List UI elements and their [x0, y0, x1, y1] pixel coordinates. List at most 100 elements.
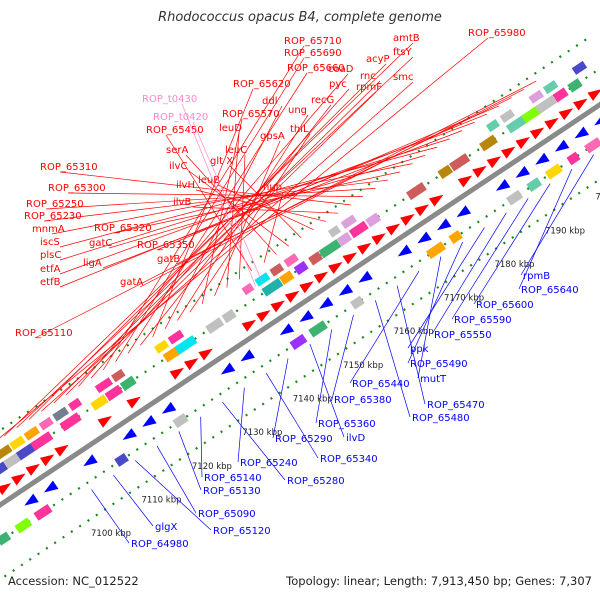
- forward-cog-block: [9, 435, 26, 451]
- forward-cog-block: [221, 308, 237, 324]
- forward-gene-arrow: [198, 348, 213, 361]
- reverse-gene-label: ROP_65120: [213, 526, 271, 537]
- forward-cog-block: [499, 109, 516, 123]
- reverse-leader-line: [349, 270, 420, 384]
- reverse-leader-line: [200, 416, 203, 478]
- forward-gene-arrow: [457, 175, 473, 188]
- forward-gene-label: ROP_65450: [146, 125, 204, 136]
- forward-leader-line: [59, 122, 475, 275]
- forward-cog-block: [254, 272, 271, 287]
- forward-cog-block: [552, 87, 569, 103]
- reverse-gene-label: ROP_65470: [427, 400, 485, 411]
- reverse-gene-label: ROP_65380: [334, 395, 392, 406]
- forward-gene-arrow: [573, 98, 588, 111]
- forward-cog-block: [174, 335, 198, 355]
- reverse-cog-block: [289, 333, 308, 350]
- forward-cog-block: [67, 397, 83, 412]
- forward-gene-label: ilvH: [176, 180, 195, 191]
- forward-gene-label: ROP_65300: [48, 183, 106, 194]
- reverse-cog-block: [425, 241, 447, 259]
- forward-cog-block: [283, 253, 299, 268]
- forward-leader-line: [53, 80, 381, 404]
- forward-leader-line: [164, 105, 283, 329]
- forward-cog-block: [308, 251, 324, 266]
- forward-gene-label: plsC: [40, 250, 61, 261]
- forward-cog-block: [162, 346, 181, 363]
- forward-gene-arrow: [97, 415, 112, 428]
- forward-cog-block: [94, 377, 114, 394]
- backbone: [0, 101, 600, 508]
- forward-gene-label: ROP_65230: [24, 211, 82, 222]
- trna-label: ROP_t0420: [153, 112, 208, 123]
- genome-summary: Topology: linear; Length: 7,913,450 bp; …: [286, 574, 592, 588]
- forward-gene-label: ROP_65660: [287, 63, 345, 74]
- forward-cog-block: [23, 425, 41, 441]
- reverse-cog-block: [544, 163, 563, 180]
- forward-gene-label: ROP_65250: [26, 199, 84, 210]
- reverse-gene-arrow: [535, 152, 550, 165]
- forward-gene-label: ROP_65980: [468, 28, 526, 39]
- reverse-leader-line: [113, 474, 154, 527]
- forward-cog-block: [153, 339, 170, 354]
- reverse-leader-line: [222, 401, 286, 481]
- forward-cog-block: [348, 220, 369, 239]
- reverse-gene-arrow: [299, 310, 314, 323]
- reverse-gene-arrow: [495, 179, 511, 191]
- reverse-leader-line: [417, 256, 442, 379]
- scale-label: 7150 kbp: [343, 361, 383, 371]
- forward-gene-label: glt X: [210, 156, 233, 167]
- forward-gene-arrow: [414, 204, 429, 217]
- reverse-leader-line: [331, 314, 354, 400]
- reverse-gene-label: ROP_65480: [412, 413, 470, 424]
- forward-cog-block: [327, 225, 342, 238]
- guide-line: [3, 177, 600, 578]
- forward-gene-arrow: [241, 319, 257, 332]
- reverse-gene-label: ROP_65130: [203, 486, 261, 497]
- reverse-gene-arrow: [574, 126, 589, 139]
- forward-cog-block: [336, 231, 353, 247]
- reverse-gene-arrow: [338, 283, 354, 296]
- forward-gene-arrow: [313, 271, 329, 284]
- forward-gene-label: pyc: [329, 79, 347, 90]
- reverse-gene-arrow: [515, 165, 531, 178]
- forward-cog-block: [406, 182, 427, 201]
- forward-gene-arrow: [256, 310, 271, 323]
- forward-gene-label: leuD: [219, 123, 242, 134]
- reverse-leader-line: [237, 387, 245, 463]
- forward-gene-arrow: [544, 117, 559, 130]
- forward-cog-block: [269, 263, 285, 277]
- reverse-cog-block: [350, 295, 365, 310]
- reverse-leader-line: [451, 198, 529, 320]
- reverse-cog-block: [526, 177, 543, 192]
- reverse-gene-label: ROP_65600: [476, 300, 534, 311]
- reverse-gene-arrow: [279, 323, 295, 336]
- reverse-gene-label: ROP_65280: [287, 476, 345, 487]
- forward-gene-label: serA: [166, 145, 188, 156]
- reverse-leader-line: [91, 489, 130, 544]
- forward-leader-line: [28, 63, 387, 420]
- forward-gene-label: ftsY: [393, 47, 412, 58]
- forward-gene-label: ROP_65350: [137, 240, 195, 251]
- guide-line: [0, 139, 600, 543]
- forward-gene-label: ROP_65310: [40, 162, 98, 173]
- forward-gene-label: hup: [263, 182, 282, 193]
- forward-leader-line: [108, 155, 426, 249]
- forward-leader-line: [152, 88, 254, 338]
- forward-gene-arrow: [11, 473, 26, 486]
- forward-leader-line: [59, 171, 351, 206]
- reverse-gene-arrow: [594, 117, 600, 126]
- forward-leader-line: [139, 89, 525, 288]
- reverse-leader-line: [518, 168, 573, 290]
- reverse-gene-label: ppk: [410, 344, 429, 355]
- forward-cog-block: [0, 461, 9, 479]
- reverse-leader-line: [396, 285, 426, 405]
- forward-leader-line: [102, 45, 305, 371]
- reverse-cog-block: [0, 531, 12, 546]
- forward-cog-block: [437, 164, 454, 180]
- scale-label: 7160 kbp: [394, 327, 434, 337]
- reverse-gene-label: ROP_65290: [275, 434, 333, 445]
- forward-cog-block: [318, 239, 342, 259]
- forward-gene-label: smc: [393, 72, 413, 83]
- forward-gene-arrow: [183, 358, 199, 371]
- forward-gene-label: gatA: [120, 277, 143, 288]
